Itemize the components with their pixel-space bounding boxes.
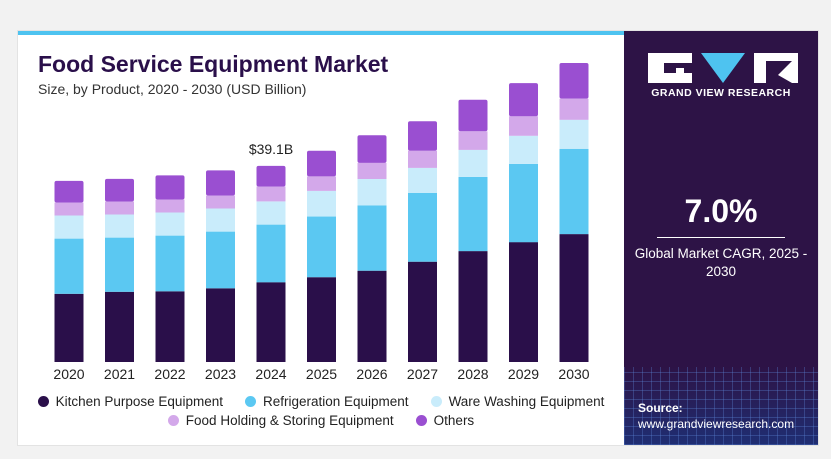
legend-item-warewashing: Ware Washing Equipment bbox=[430, 394, 605, 409]
bar-segment-2028-kitchen bbox=[458, 251, 488, 362]
x-tick-label: 2028 bbox=[457, 366, 488, 382]
bar-segment-2027-refrigeration bbox=[408, 193, 437, 262]
bar-segment-2029-holding bbox=[509, 116, 538, 136]
chart-subtitle: Size, by Product, 2020 - 2030 (USD Billi… bbox=[38, 81, 307, 97]
source-label: Source: bbox=[638, 401, 683, 415]
accent-line bbox=[18, 31, 624, 35]
legend-label: Ware Washing Equipment bbox=[448, 394, 605, 409]
bar-segment-2022-warewashing bbox=[155, 212, 185, 236]
bar-segment-2020-kitchen bbox=[54, 293, 84, 362]
legend-item-kitchen: Kitchen Purpose Equipment bbox=[37, 394, 223, 409]
source-link[interactable]: www.grandviewresearch.com bbox=[638, 417, 795, 431]
cagr-value: 7.0% bbox=[684, 193, 758, 229]
bar-segment-2020-holding bbox=[54, 202, 84, 216]
chart-card: Food Service Equipment Market Size, by P… bbox=[17, 30, 819, 446]
bar-segment-2023-refrigeration bbox=[206, 231, 235, 289]
x-tick-label: 2020 bbox=[53, 366, 84, 382]
grid-backdrop bbox=[624, 367, 818, 445]
bar-segment-2021-warewashing bbox=[105, 214, 134, 238]
x-tick-label: 2027 bbox=[407, 366, 438, 382]
bar-segment-2030-holding bbox=[559, 98, 589, 120]
bar-segment-2023-kitchen bbox=[206, 288, 235, 362]
bar-segment-2021-others bbox=[105, 178, 134, 202]
bar-segment-2030-others bbox=[559, 63, 589, 99]
bar-segment-2027-others bbox=[408, 121, 437, 151]
legend-dot-refrigeration bbox=[244, 396, 256, 407]
bar-segment-2030-refrigeration bbox=[559, 148, 589, 235]
legend-row-1: Kitchen Purpose Equipment Refrigeration … bbox=[18, 394, 624, 409]
bar-segment-2028-holding bbox=[458, 131, 488, 150]
bar-segment-2029-warewashing bbox=[509, 135, 538, 164]
x-tick-label: 2026 bbox=[356, 366, 387, 382]
legend-dot-kitchen bbox=[37, 396, 49, 407]
bar-segment-2028-refrigeration bbox=[458, 176, 488, 252]
legend-label: Food Holding & Storing Equipment bbox=[185, 413, 394, 428]
bar-segment-2029-refrigeration bbox=[509, 163, 538, 243]
bar-segment-2026-warewashing bbox=[357, 178, 387, 206]
bar-segment-2022-others bbox=[155, 175, 185, 200]
bar-segment-2022-holding bbox=[155, 199, 185, 213]
x-tick-label: 2021 bbox=[104, 366, 135, 382]
legend-label: Kitchen Purpose Equipment bbox=[55, 394, 223, 409]
bar-segment-2023-others bbox=[206, 170, 235, 196]
bar-segment-2021-kitchen bbox=[105, 291, 134, 362]
bar-segment-2029-others bbox=[509, 83, 538, 117]
bar-segment-2028-others bbox=[458, 99, 488, 132]
bar-segment-2025-refrigeration bbox=[307, 216, 336, 278]
bar-segment-2021-refrigeration bbox=[105, 237, 134, 292]
bar-segment-2025-kitchen bbox=[307, 277, 336, 362]
bar-segment-2024-others bbox=[256, 165, 286, 187]
x-tick-label: 2024 bbox=[255, 366, 286, 382]
bar-segment-2027-warewashing bbox=[408, 167, 437, 193]
chart-title: Food Service Equipment Market bbox=[38, 51, 389, 77]
bar-segment-2023-holding bbox=[206, 195, 235, 209]
bar-segment-2024-warewashing bbox=[256, 201, 286, 225]
bar-segment-2024-holding bbox=[256, 186, 286, 202]
bar-segment-2030-warewashing bbox=[559, 119, 589, 149]
bar-segment-2024-kitchen bbox=[256, 282, 286, 362]
x-tick-label: 2029 bbox=[508, 366, 539, 382]
legend-dot-warewashing bbox=[430, 396, 442, 407]
bar-segment-2024-refrigeration bbox=[256, 224, 286, 283]
grand-view-research-logo bbox=[648, 53, 798, 83]
x-tick-label: 2022 bbox=[154, 366, 185, 382]
bar-segment-2026-others bbox=[357, 135, 387, 163]
bar-segment-2025-warewashing bbox=[307, 191, 336, 217]
chart-legend: Kitchen Purpose Equipment Refrigeration … bbox=[18, 394, 624, 432]
cagr-label: Global Market CAGR, 2025 - 2030 bbox=[634, 246, 808, 279]
bar-segment-2029-kitchen bbox=[509, 242, 538, 362]
bar-segment-2023-warewashing bbox=[206, 208, 235, 232]
legend-dot-others bbox=[415, 415, 427, 426]
legend-row-2: Food Holding & Storing Equipment Others bbox=[18, 413, 624, 428]
bar-segment-2026-refrigeration bbox=[357, 205, 387, 271]
legend-label: Refrigeration Equipment bbox=[262, 394, 409, 409]
sidebar-panel: GRAND VIEW RESEARCH 7.0% Global Market C… bbox=[624, 31, 818, 445]
bar-segment-2025-others bbox=[307, 150, 336, 177]
legend-item-holding: Food Holding & Storing Equipment bbox=[167, 413, 394, 428]
bar-segment-2030-kitchen bbox=[559, 234, 589, 362]
legend-dot-holding bbox=[167, 415, 179, 426]
bar-segment-2027-holding bbox=[408, 150, 437, 168]
bar-segment-2028-warewashing bbox=[458, 149, 488, 177]
bar-segment-2020-warewashing bbox=[54, 215, 84, 239]
legend-item-others: Others bbox=[415, 413, 475, 428]
brand-name: GRAND VIEW RESEARCH bbox=[651, 87, 791, 99]
bar-chart: 2020 2021 2022 2023 2024 $39.1B 2025 2026 2027 20… bbox=[53, 63, 590, 382]
cagr-divider bbox=[657, 237, 785, 238]
bar-segment-2021-holding bbox=[105, 201, 134, 215]
x-tick-label: 2025 bbox=[306, 366, 337, 382]
bar-segment-2026-holding bbox=[357, 162, 387, 179]
bar-segment-2027-kitchen bbox=[408, 261, 437, 362]
bar-segment-2022-refrigeration bbox=[155, 235, 185, 292]
legend-label: Others bbox=[433, 413, 475, 428]
legend-item-refrigeration: Refrigeration Equipment bbox=[244, 394, 409, 409]
bar-segment-2020-others bbox=[54, 180, 84, 203]
data-label-2024: $39.1B bbox=[249, 141, 293, 157]
bar-segment-2022-kitchen bbox=[155, 291, 185, 362]
bar-segment-2026-kitchen bbox=[357, 270, 387, 362]
x-tick-label: 2023 bbox=[205, 366, 236, 382]
bar-segment-2025-holding bbox=[307, 176, 336, 191]
bar-segment-2020-refrigeration bbox=[54, 238, 84, 294]
x-tick-label: 2030 bbox=[558, 366, 589, 382]
